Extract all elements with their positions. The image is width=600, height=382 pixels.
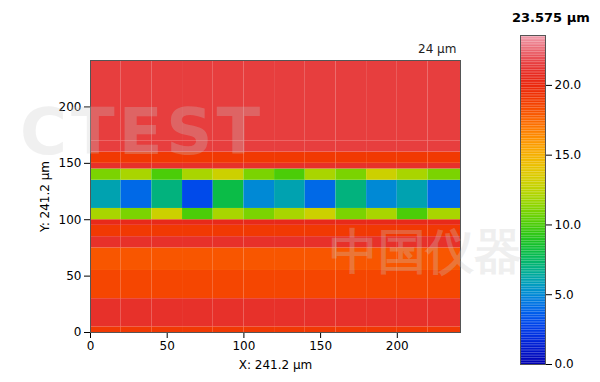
svg-text:0.0: 0.0	[555, 357, 574, 371]
svg-text:50: 50	[66, 269, 81, 283]
svg-text:200: 200	[386, 339, 409, 353]
svg-text:100: 100	[232, 339, 255, 353]
svg-text:15.0: 15.0	[555, 148, 582, 162]
svg-text:0: 0	[74, 325, 82, 339]
svg-text:Y: 241.2 µm: Y: 241.2 µm	[38, 161, 52, 233]
svg-text:150: 150	[59, 156, 82, 170]
svg-text:10.0: 10.0	[555, 218, 582, 232]
svg-text:0: 0	[87, 339, 95, 353]
svg-text:200: 200	[59, 100, 82, 114]
svg-text:20.0: 20.0	[555, 78, 582, 92]
svg-text:5.0: 5.0	[555, 288, 574, 302]
svg-text:100: 100	[59, 213, 82, 227]
svg-text:50: 50	[160, 339, 175, 353]
svg-text:X: 241.2 µm: X: 241.2 µm	[239, 358, 313, 372]
svg-text:150: 150	[309, 339, 332, 353]
